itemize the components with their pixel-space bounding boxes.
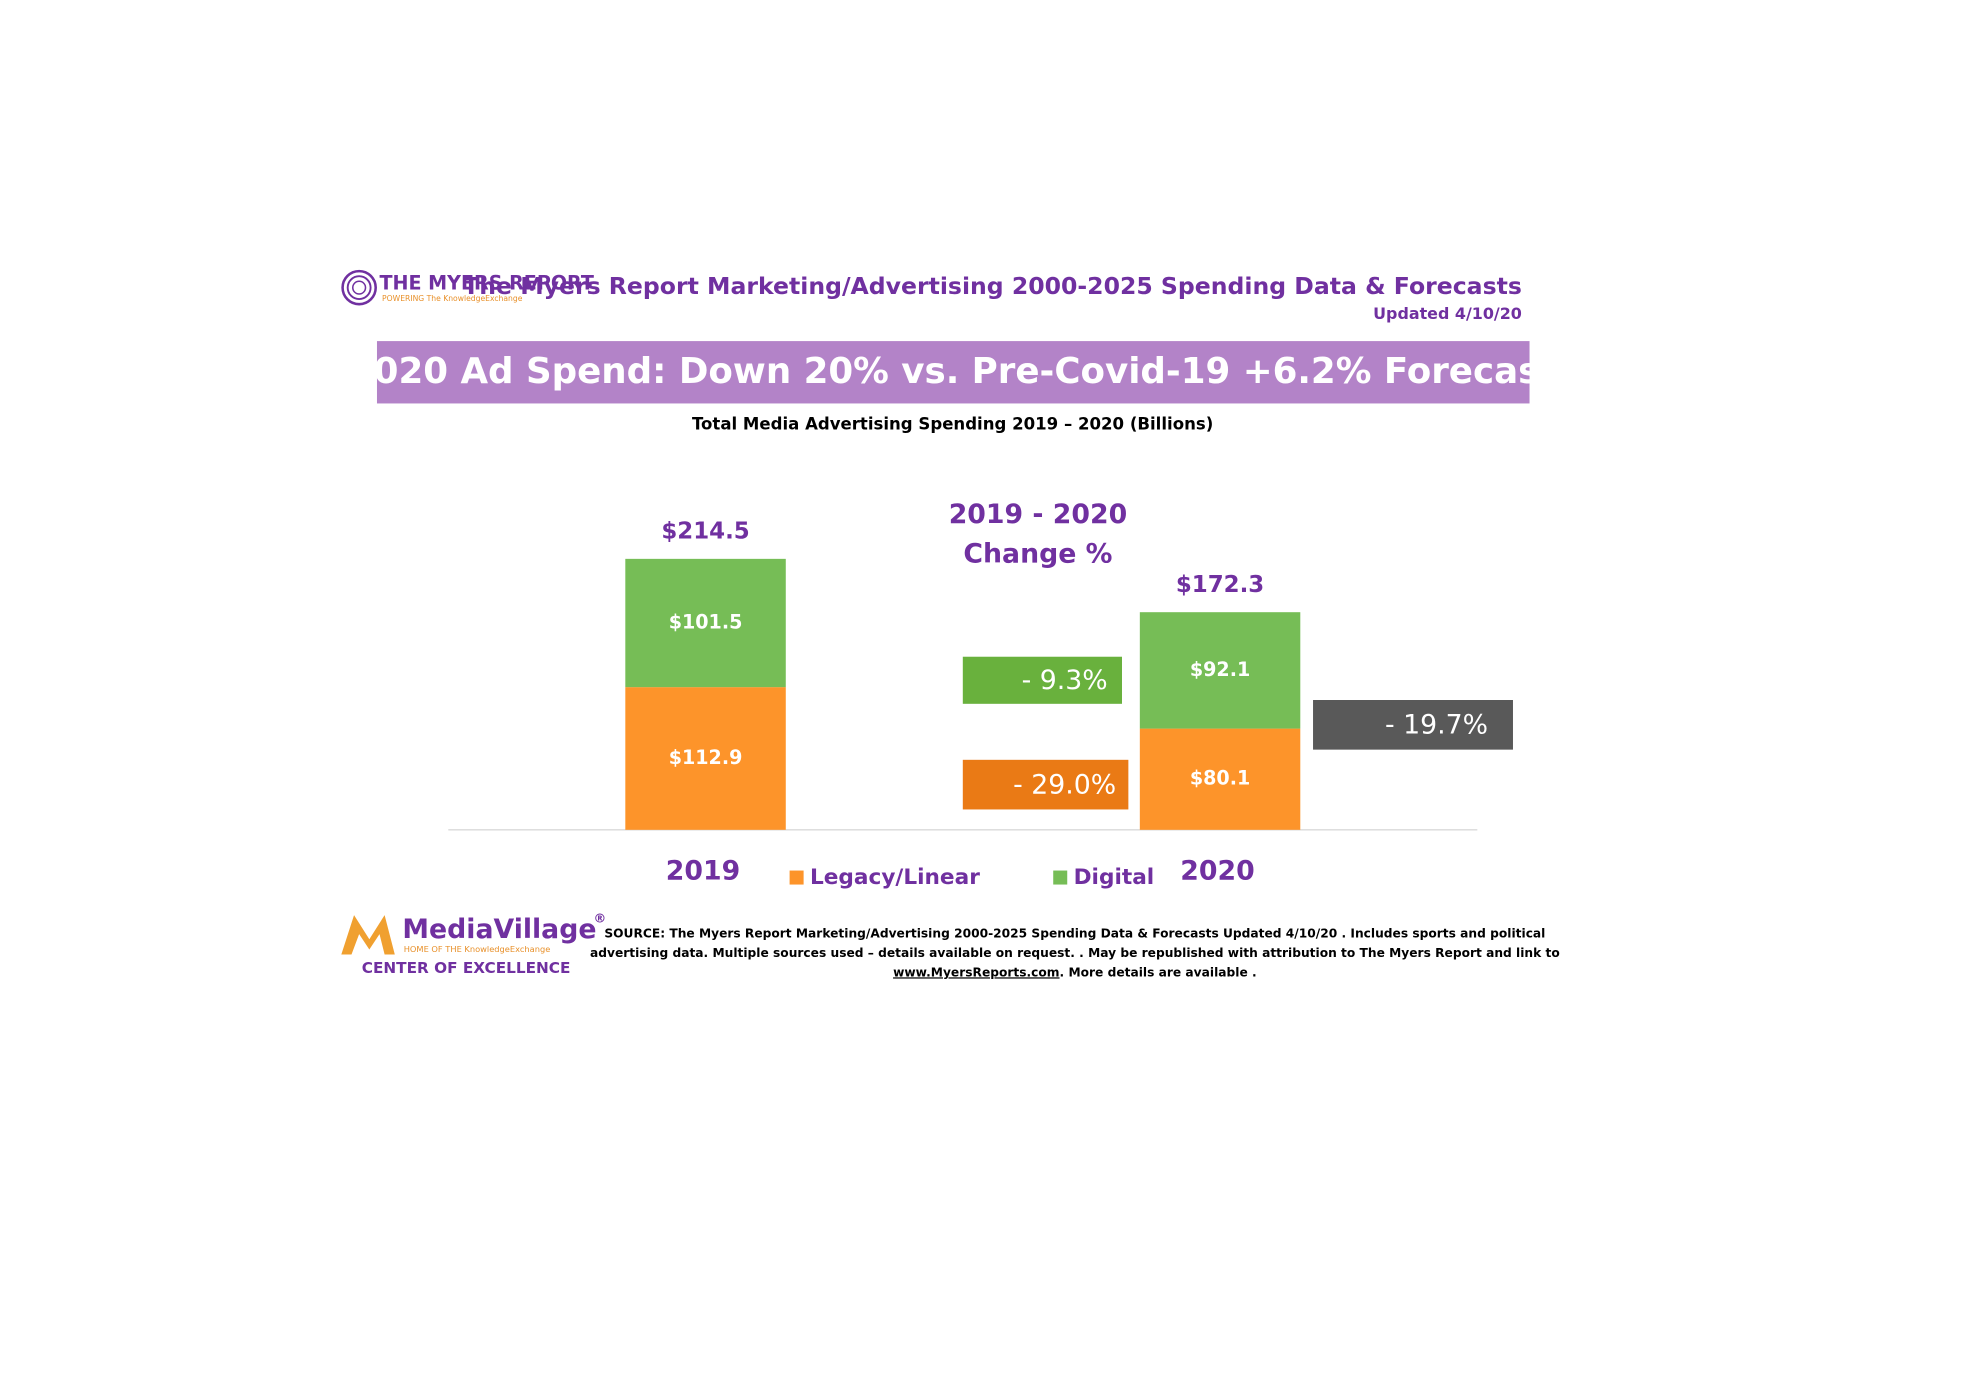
updated: Updated 4/10/20: [1373, 304, 1522, 323]
value-label: $92.1: [1190, 658, 1250, 681]
total-label: $214.5: [661, 519, 749, 545]
logo-tagline: HOME OF THE KnowledgeExchange: [404, 944, 551, 954]
x-tick-label: 2019: [666, 855, 740, 886]
total-label: $172.3: [1176, 572, 1264, 598]
legend-swatch: [1053, 870, 1068, 885]
logo-name: MediaVillage: [402, 914, 596, 945]
change-box: [962, 759, 1129, 810]
legend-label: Digital: [1074, 865, 1155, 890]
change-title: 2019 - 2020: [949, 499, 1127, 530]
logo-ring: [346, 275, 372, 301]
banner-text: 2020 Ad Spend: Down 20% vs. Pre-Covid-19…: [349, 351, 1556, 392]
legend-swatch: [789, 870, 804, 885]
source-line: advertising data. Multiple sources used …: [590, 946, 1560, 960]
source-link[interactable]: www.MyersReports.com: [893, 965, 1059, 979]
change-title: Change %: [963, 538, 1112, 569]
change-label: - 19.7%: [1385, 710, 1488, 741]
mediavillage-logo: MediaVillage ® HOME OF THE KnowledgeExch…: [341, 911, 606, 977]
change-box: [962, 656, 1122, 704]
bar-segment: [625, 558, 786, 688]
logo-mark: ®: [593, 911, 606, 926]
logo-ring: [352, 280, 367, 295]
logo-m: [341, 915, 395, 955]
logo-tagline: POWERING The KnowledgeExchange: [382, 294, 523, 303]
change-label: - 29.0%: [1013, 769, 1116, 800]
change-box: [1313, 700, 1513, 750]
chart-title: Total Media Advertising Spending 2019 – …: [692, 415, 1213, 434]
source-line: www.MyersReports.com. More details are a…: [893, 965, 1257, 979]
value-label: $80.1: [1190, 767, 1250, 790]
value-label: $112.9: [669, 746, 743, 769]
logo-sub: CENTER OF EXCELLENCE: [362, 959, 571, 977]
bar-segment: [625, 687, 786, 830]
source-line: SOURCE: The Myers Report Marketing/Adver…: [604, 927, 1545, 941]
logo-ring: [341, 269, 377, 306]
header-title: The Myers Report Marketing/Advertising 2…: [463, 272, 1522, 300]
value-label: $101.5: [669, 610, 743, 633]
myers-logo: THE MYERS REPORT POWERING The KnowledgeE…: [341, 269, 594, 306]
source-tail: . More details are available .: [1060, 965, 1257, 979]
banner: [376, 341, 1530, 404]
change-label: - 9.3%: [1022, 665, 1108, 696]
bar-segment: [1139, 612, 1301, 729]
logo-name: THE MYERS REPORT: [380, 271, 594, 294]
bar-segment: [1139, 728, 1301, 830]
x-tick-label: 2020: [1180, 855, 1254, 886]
legend-label: Legacy/Linear: [810, 865, 980, 890]
